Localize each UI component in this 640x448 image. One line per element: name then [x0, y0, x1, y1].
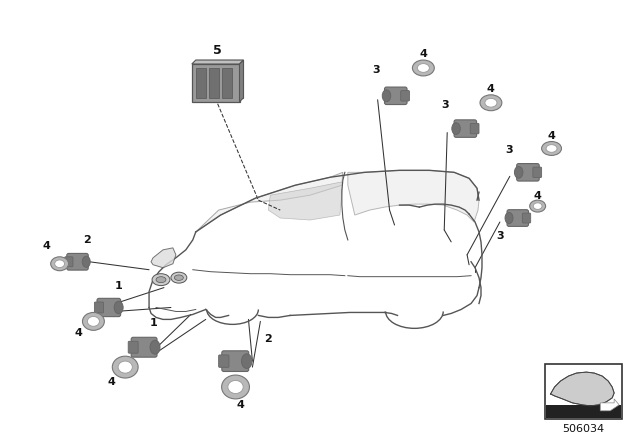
FancyBboxPatch shape — [522, 213, 531, 223]
Text: 2: 2 — [84, 235, 92, 245]
Ellipse shape — [118, 361, 132, 373]
Ellipse shape — [530, 200, 545, 212]
Text: 1: 1 — [115, 280, 122, 291]
FancyBboxPatch shape — [385, 87, 407, 104]
Text: 3: 3 — [505, 146, 513, 155]
FancyBboxPatch shape — [95, 302, 104, 313]
Polygon shape — [192, 60, 243, 64]
FancyBboxPatch shape — [470, 123, 479, 134]
Text: 3: 3 — [496, 231, 504, 241]
Ellipse shape — [417, 64, 429, 72]
Ellipse shape — [175, 275, 183, 280]
Ellipse shape — [228, 380, 243, 393]
Ellipse shape — [114, 301, 123, 314]
FancyBboxPatch shape — [454, 120, 477, 138]
Text: 4: 4 — [43, 241, 51, 251]
Ellipse shape — [156, 277, 166, 283]
FancyBboxPatch shape — [97, 298, 121, 317]
Ellipse shape — [51, 257, 68, 271]
Bar — [545, 405, 621, 418]
Ellipse shape — [546, 145, 557, 152]
FancyBboxPatch shape — [192, 64, 239, 102]
Ellipse shape — [515, 166, 523, 178]
Ellipse shape — [221, 375, 250, 399]
Polygon shape — [348, 170, 479, 222]
Ellipse shape — [112, 356, 138, 378]
Bar — [196, 68, 205, 98]
Polygon shape — [600, 399, 619, 411]
Text: 4: 4 — [487, 84, 495, 94]
FancyBboxPatch shape — [507, 210, 529, 226]
Ellipse shape — [241, 354, 252, 368]
Ellipse shape — [83, 256, 90, 267]
Ellipse shape — [533, 203, 542, 209]
FancyBboxPatch shape — [219, 355, 229, 367]
Ellipse shape — [505, 212, 513, 224]
Text: 4: 4 — [75, 328, 83, 338]
FancyBboxPatch shape — [222, 351, 249, 371]
Ellipse shape — [88, 316, 99, 326]
Text: 4: 4 — [419, 49, 428, 59]
Bar — [209, 68, 219, 98]
Polygon shape — [239, 60, 243, 102]
Polygon shape — [196, 172, 343, 232]
Bar — [221, 68, 232, 98]
Text: 4: 4 — [548, 130, 556, 141]
Ellipse shape — [171, 272, 187, 283]
FancyBboxPatch shape — [128, 341, 138, 353]
Ellipse shape — [382, 90, 390, 102]
Text: 3: 3 — [442, 100, 449, 110]
FancyBboxPatch shape — [196, 60, 243, 98]
Text: 4: 4 — [534, 191, 541, 201]
FancyBboxPatch shape — [131, 337, 157, 357]
Ellipse shape — [152, 274, 170, 286]
FancyBboxPatch shape — [401, 90, 410, 101]
Text: 4: 4 — [237, 400, 244, 410]
Text: 3: 3 — [372, 65, 380, 75]
Text: 2: 2 — [264, 334, 272, 344]
Polygon shape — [550, 372, 614, 406]
FancyBboxPatch shape — [65, 257, 73, 267]
Text: 5: 5 — [213, 43, 222, 56]
Ellipse shape — [83, 312, 104, 330]
Bar — [545, 364, 622, 419]
FancyBboxPatch shape — [533, 167, 541, 177]
FancyBboxPatch shape — [67, 254, 88, 270]
Ellipse shape — [480, 95, 502, 111]
Ellipse shape — [541, 142, 561, 155]
Text: 4: 4 — [108, 377, 115, 387]
Text: 1: 1 — [150, 319, 158, 328]
Ellipse shape — [150, 340, 160, 354]
Polygon shape — [151, 248, 176, 268]
Text: 506034: 506034 — [563, 424, 604, 434]
Ellipse shape — [412, 60, 435, 76]
Ellipse shape — [452, 123, 460, 134]
Polygon shape — [268, 182, 343, 220]
FancyBboxPatch shape — [516, 164, 540, 181]
Ellipse shape — [54, 260, 65, 267]
Ellipse shape — [485, 99, 497, 107]
